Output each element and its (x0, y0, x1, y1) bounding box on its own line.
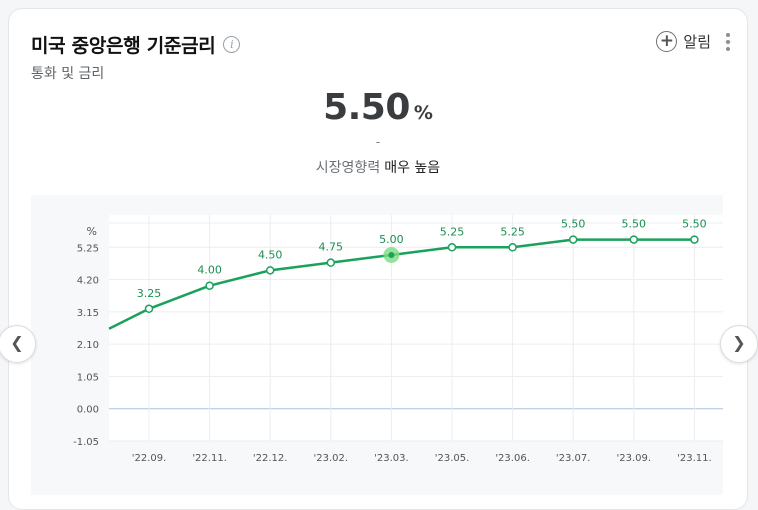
data-point (144, 304, 154, 314)
prev-button[interactable]: ❮ (0, 325, 36, 363)
data-point (326, 258, 336, 267)
y-tick-label: 1.05 (77, 372, 99, 383)
data-point (690, 235, 699, 244)
data-point (629, 235, 639, 244)
info-icon[interactable]: i (223, 36, 241, 53)
plot-area (109, 215, 723, 441)
data-label: 3.25 (137, 287, 162, 300)
next-button[interactable]: ❯ (720, 325, 758, 363)
y-tick-label: 3.15 (77, 308, 99, 319)
data-label: 5.00 (379, 233, 404, 246)
y-tick-label: 4.20 (77, 276, 99, 287)
data-point (568, 235, 578, 244)
data-label: 4.75 (319, 241, 344, 254)
y-tick-label: 2.10 (77, 340, 99, 351)
value-unit: % (413, 102, 433, 124)
indicator-card: 미국 중앙은행 기준금리 i 통화 및 금리 + 알림 5.50% - 시장영향… (8, 8, 748, 510)
data-label: 5.50 (622, 218, 647, 231)
x-tick-label: '23.02. (314, 453, 349, 464)
category-subtitle: 통화 및 금리 (31, 66, 105, 82)
rate-line-chart: 5.25 4.20 3.15 2.10 1.05 0.00 -1.05% '22.09. '22… (73, 215, 723, 464)
chevron-left-icon: ❮ (10, 333, 24, 352)
x-tick-label: '23.11. (677, 453, 712, 464)
y-tick-label: 5.25 (77, 243, 99, 254)
data-point (205, 281, 214, 290)
data-label: 4.50 (258, 248, 283, 261)
chevron-right-icon: ❯ (732, 333, 746, 352)
data-label: 4.00 (197, 264, 222, 277)
data-label: 5.25 (440, 225, 465, 238)
data-point-highlight (388, 251, 395, 258)
chart-panel: 5.25 4.20 3.15 2.10 1.05 0.00 -1.05% '22.09. '22… (31, 195, 723, 495)
current-value: 5.50 (323, 87, 410, 128)
x-tick-label: '23.07. (556, 453, 591, 464)
x-tick-label: '23.05. (435, 453, 470, 464)
alarm-button[interactable]: + 알림 (656, 31, 711, 52)
current-value-row: 5.50% (9, 87, 747, 128)
more-vertical-icon[interactable] (725, 33, 731, 51)
y-tick-label: 0.00 (77, 405, 99, 416)
x-tick-label: '23.03. (374, 453, 409, 464)
plus-circle-icon: + (656, 31, 678, 52)
x-tick-label: '23.06. (495, 453, 530, 464)
data-point (447, 243, 457, 252)
x-tick-label: '23.09. (617, 453, 652, 464)
title-row: 미국 중앙은행 기준금리 i (31, 31, 241, 58)
x-tick-label: '22.12. (253, 453, 288, 464)
y-tick-label: -1.05 (73, 437, 99, 448)
page-title: 미국 중앙은행 기준금리 (31, 35, 216, 57)
x-tick-label: '22.09. (132, 453, 167, 464)
data-point (265, 266, 275, 275)
market-impact: 시장영향력 매우 높음 (9, 157, 747, 177)
data-label: 5.25 (500, 225, 524, 238)
data-point (508, 243, 517, 252)
alarm-label: 알림 (683, 33, 711, 51)
data-label: 5.50 (682, 218, 707, 231)
x-tick-label: '22.11. (192, 453, 227, 464)
impact-value: 매우 높음 (384, 160, 441, 176)
change-value: - (375, 135, 381, 149)
y-unit-label: % (87, 225, 97, 238)
impact-label: 시장영향력 (315, 160, 381, 176)
data-label: 5.50 (561, 218, 586, 231)
